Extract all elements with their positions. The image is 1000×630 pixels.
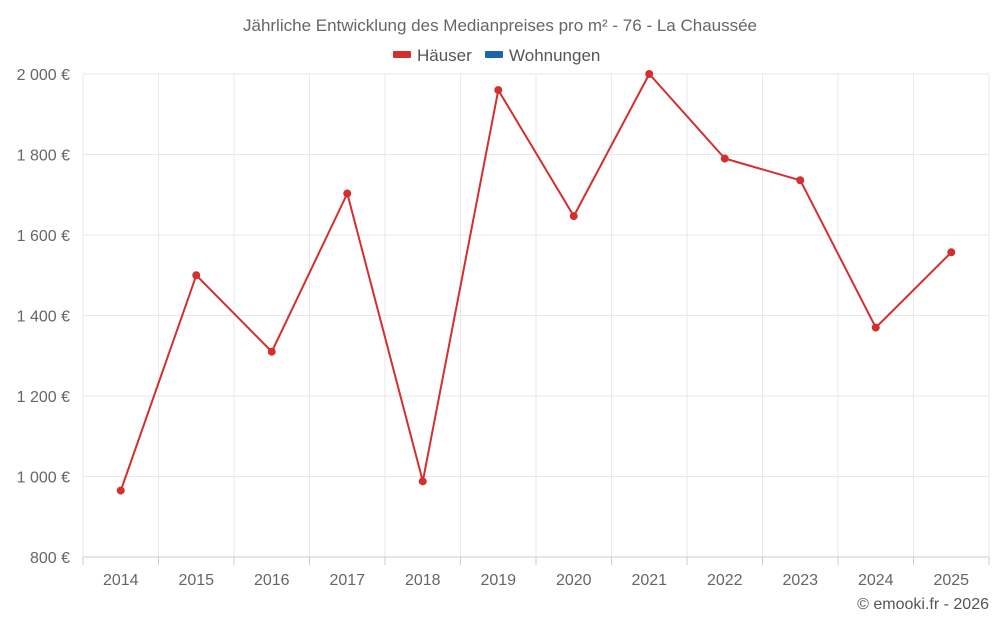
axes: 800 € 1 000 € 1 200 € 1 400 € 1 600 € 1 800 €… — [17, 67, 990, 589]
y-tick-label: 2 000 € — [17, 67, 70, 84]
data-point[interactable] — [116, 486, 125, 495]
legend: Häuser Wohnungen — [393, 46, 600, 65]
series — [116, 70, 956, 495]
x-tick-label: 2016 — [254, 572, 290, 589]
data-point[interactable] — [569, 212, 578, 221]
x-tick-label: 2024 — [858, 572, 894, 589]
x-tick-label: 2017 — [329, 572, 365, 589]
x-tick-label: 2014 — [103, 572, 139, 589]
y-tick-label: 1 800 € — [17, 148, 70, 165]
legend-label-haeuser: Häuser — [417, 46, 472, 65]
chart-title: Jährliche Entwicklung des Medianpreises … — [243, 16, 757, 35]
data-point[interactable] — [267, 347, 276, 356]
data-point[interactable] — [494, 86, 503, 95]
legend-item-haeuser[interactable]: Häuser — [393, 46, 472, 65]
copyright-credit: © emooki.fr - 2026 — [857, 596, 989, 613]
data-point[interactable] — [720, 154, 729, 163]
legend-swatch-wohnungen — [485, 51, 503, 58]
data-point[interactable] — [343, 189, 352, 198]
x-tick-label: 2020 — [556, 572, 592, 589]
legend-swatch-haeuser — [393, 51, 411, 58]
x-tick-label: 2025 — [933, 572, 969, 589]
x-tick-label: 2019 — [480, 572, 516, 589]
y-tick-label: 1 400 € — [17, 309, 70, 326]
x-tick-label: 2022 — [707, 572, 743, 589]
data-point[interactable] — [645, 70, 654, 78]
x-tick-label: 2021 — [631, 572, 667, 589]
data-point[interactable] — [796, 176, 805, 185]
x-tick-label: 2018 — [405, 572, 441, 589]
x-tick-label: 2023 — [782, 572, 818, 589]
data-point[interactable] — [418, 477, 427, 486]
x-tick-label: 2015 — [178, 572, 214, 589]
data-point[interactable] — [947, 248, 956, 257]
series-line — [119, 73, 953, 491]
y-tick-label: 1 600 € — [17, 228, 70, 245]
y-tick-label: 1 200 € — [17, 389, 70, 406]
data-point[interactable] — [192, 271, 201, 280]
data-point[interactable] — [871, 323, 880, 332]
legend-label-wohnungen: Wohnungen — [509, 46, 600, 65]
y-tick-label: 1 000 € — [17, 470, 70, 487]
legend-item-wohnungen[interactable]: Wohnungen — [485, 46, 600, 65]
y-tick-label: 800 € — [30, 550, 70, 567]
grid — [82, 73, 990, 557]
